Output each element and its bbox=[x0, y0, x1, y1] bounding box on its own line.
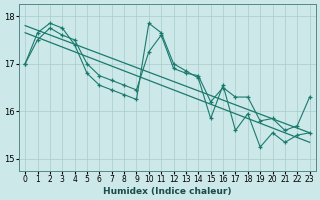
X-axis label: Humidex (Indice chaleur): Humidex (Indice chaleur) bbox=[103, 187, 232, 196]
